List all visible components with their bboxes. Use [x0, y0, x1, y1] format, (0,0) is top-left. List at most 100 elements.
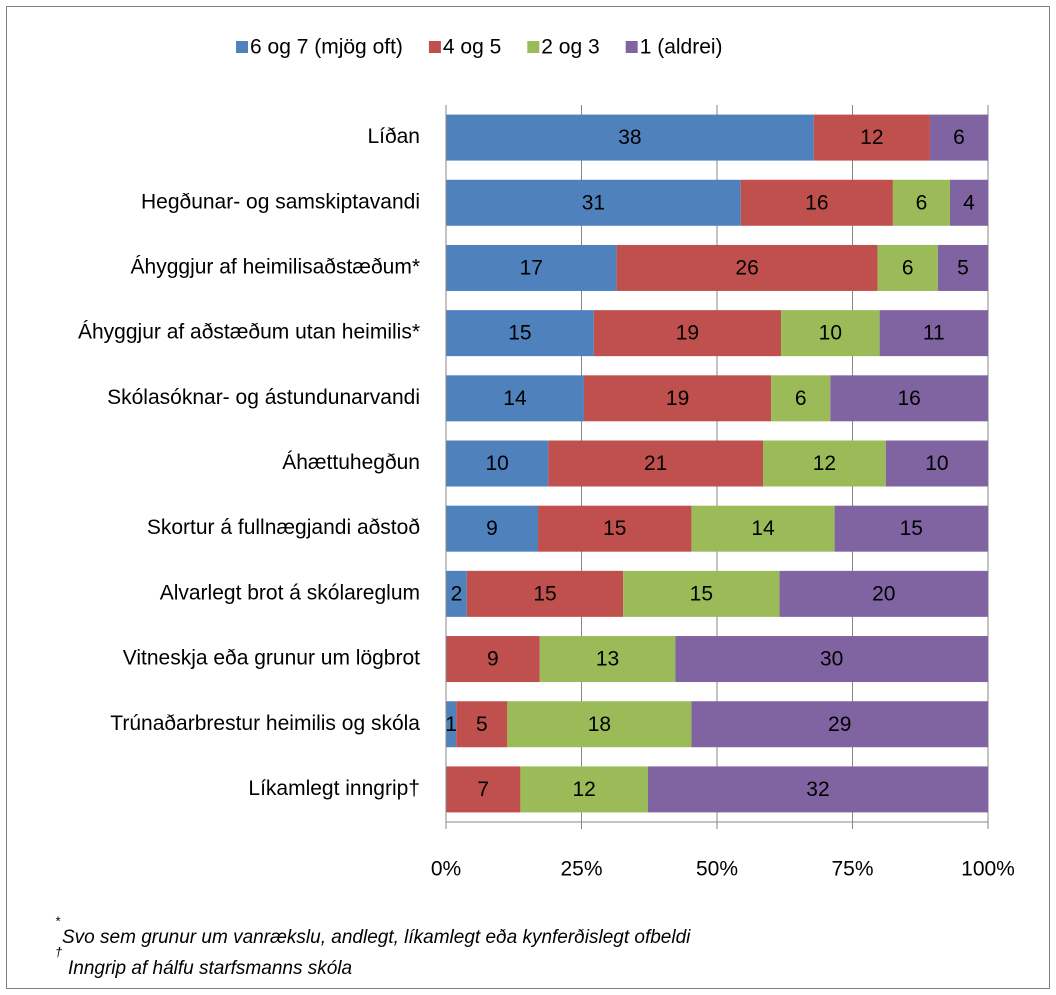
data-label: 15 — [533, 582, 556, 605]
x-tick-label: 100% — [961, 858, 1015, 881]
y-tick-label: Áhættuhegðun — [282, 451, 420, 474]
bar-segment — [446, 505, 539, 552]
y-tick-label: Hegðunar- og samskiptavandi — [141, 190, 420, 213]
data-label: 32 — [806, 778, 829, 801]
data-label: 15 — [603, 517, 626, 540]
bar-segment — [623, 570, 780, 617]
data-label: 31 — [582, 191, 605, 214]
bar-segment — [446, 440, 549, 487]
bar-segment — [877, 244, 938, 291]
data-label: 13 — [596, 648, 619, 671]
bar-segment — [446, 244, 617, 291]
bar-segment — [446, 114, 814, 161]
data-label: 18 — [588, 713, 611, 736]
y-tick-label: Trúnaðarbrestur heimilis og skóla — [110, 712, 420, 735]
legend-swatch — [236, 41, 248, 53]
bar-segment — [675, 636, 988, 683]
y-tick-label: Áhyggjur af heimilisaðstæðum* — [131, 256, 420, 279]
data-label: 11 — [923, 322, 945, 345]
data-label: 6 — [916, 191, 928, 214]
legend-label: 1 (aldrei) — [640, 36, 723, 59]
y-tick-label: Skortur á fullnægjandi aðstoð — [147, 516, 420, 539]
y-tick-label: Líkamlegt inngrip† — [248, 777, 420, 800]
bar-segment — [446, 636, 540, 683]
bar-segment — [771, 375, 831, 422]
data-label: 15 — [508, 322, 531, 345]
footnote-mark: † — [55, 944, 63, 959]
bar-segment — [763, 440, 886, 487]
data-label: 30 — [820, 648, 843, 671]
data-label: 16 — [805, 191, 828, 214]
data-label: 19 — [676, 322, 699, 345]
data-label: 38 — [618, 126, 641, 149]
data-label: 7 — [477, 778, 489, 801]
bar-segment — [593, 310, 782, 357]
bar-segment — [446, 701, 457, 748]
data-label: 12 — [572, 778, 595, 801]
y-tick-label: Alvarlegt brot á skólareglum — [160, 581, 420, 604]
frame — [6, 6, 1050, 989]
bar-segment — [779, 570, 988, 617]
data-label: 4 — [963, 191, 975, 214]
data-label: 20 — [872, 582, 895, 605]
bar-segment — [892, 179, 950, 226]
data-label: 6 — [902, 257, 914, 280]
bar-segment — [446, 766, 521, 813]
data-label: 6 — [795, 387, 807, 410]
bar-segment — [647, 766, 988, 813]
data-label: 29 — [828, 713, 851, 736]
data-label: 10 — [485, 452, 508, 475]
data-label: 10 — [819, 322, 842, 345]
bar-segment — [466, 570, 624, 617]
bar-segment — [446, 375, 584, 422]
bar-segment — [520, 766, 648, 813]
bar-segment — [691, 505, 835, 552]
data-label: 14 — [751, 517, 775, 540]
bar-segment — [949, 179, 988, 226]
x-tick-label: 0% — [431, 858, 461, 881]
bar-segment — [781, 310, 880, 357]
bar-segment — [885, 440, 988, 487]
bar-segment — [507, 701, 692, 748]
bar-segment — [539, 636, 676, 683]
data-label: 12 — [813, 452, 836, 475]
legend-swatch — [428, 41, 441, 53]
bar-segment — [538, 505, 692, 552]
y-tick-label: Vitneskja eða grunur um lögbrot — [123, 647, 420, 670]
bar-segment — [929, 114, 988, 161]
data-label: 12 — [860, 126, 883, 149]
data-label: 26 — [735, 257, 758, 280]
data-label: 16 — [897, 387, 920, 410]
data-label: 5 — [957, 257, 969, 280]
x-tick-label: 75% — [831, 858, 873, 881]
data-label: 21 — [644, 452, 667, 475]
y-tick-label: Áhyggjur af aðstæðum utan heimilis* — [78, 321, 420, 344]
x-tick-label: 25% — [560, 858, 602, 881]
bar-segment — [813, 114, 930, 161]
bar-segment — [937, 244, 988, 291]
data-label: 14 — [503, 387, 527, 410]
bar-segment — [830, 375, 988, 422]
bar-segment — [616, 244, 878, 291]
data-label: 6 — [953, 126, 965, 149]
footnote: Svo sem grunur um vanrækslu, andlegt, lí… — [62, 927, 691, 948]
footnote-mark: * — [55, 913, 61, 928]
legend-label: 4 og 5 — [443, 36, 501, 59]
y-tick-label: Líðan — [367, 125, 420, 148]
data-label: 9 — [487, 648, 499, 671]
data-label: 15 — [690, 582, 713, 605]
footnote: Inngrip af hálfu starfsmanns skóla — [68, 958, 352, 979]
data-label: 15 — [900, 517, 923, 540]
data-label: 5 — [476, 713, 488, 736]
data-label: 1 — [445, 713, 457, 736]
bar-segment — [548, 440, 764, 487]
x-tick-label: 50% — [696, 858, 738, 881]
data-label: 9 — [486, 517, 498, 540]
legend-label: 2 og 3 — [541, 36, 599, 59]
bar-segment — [834, 505, 988, 552]
bar-segment — [446, 570, 467, 617]
legend-swatch — [625, 41, 638, 53]
legend-label: 6 og 7 (mjög oft) — [250, 36, 403, 59]
